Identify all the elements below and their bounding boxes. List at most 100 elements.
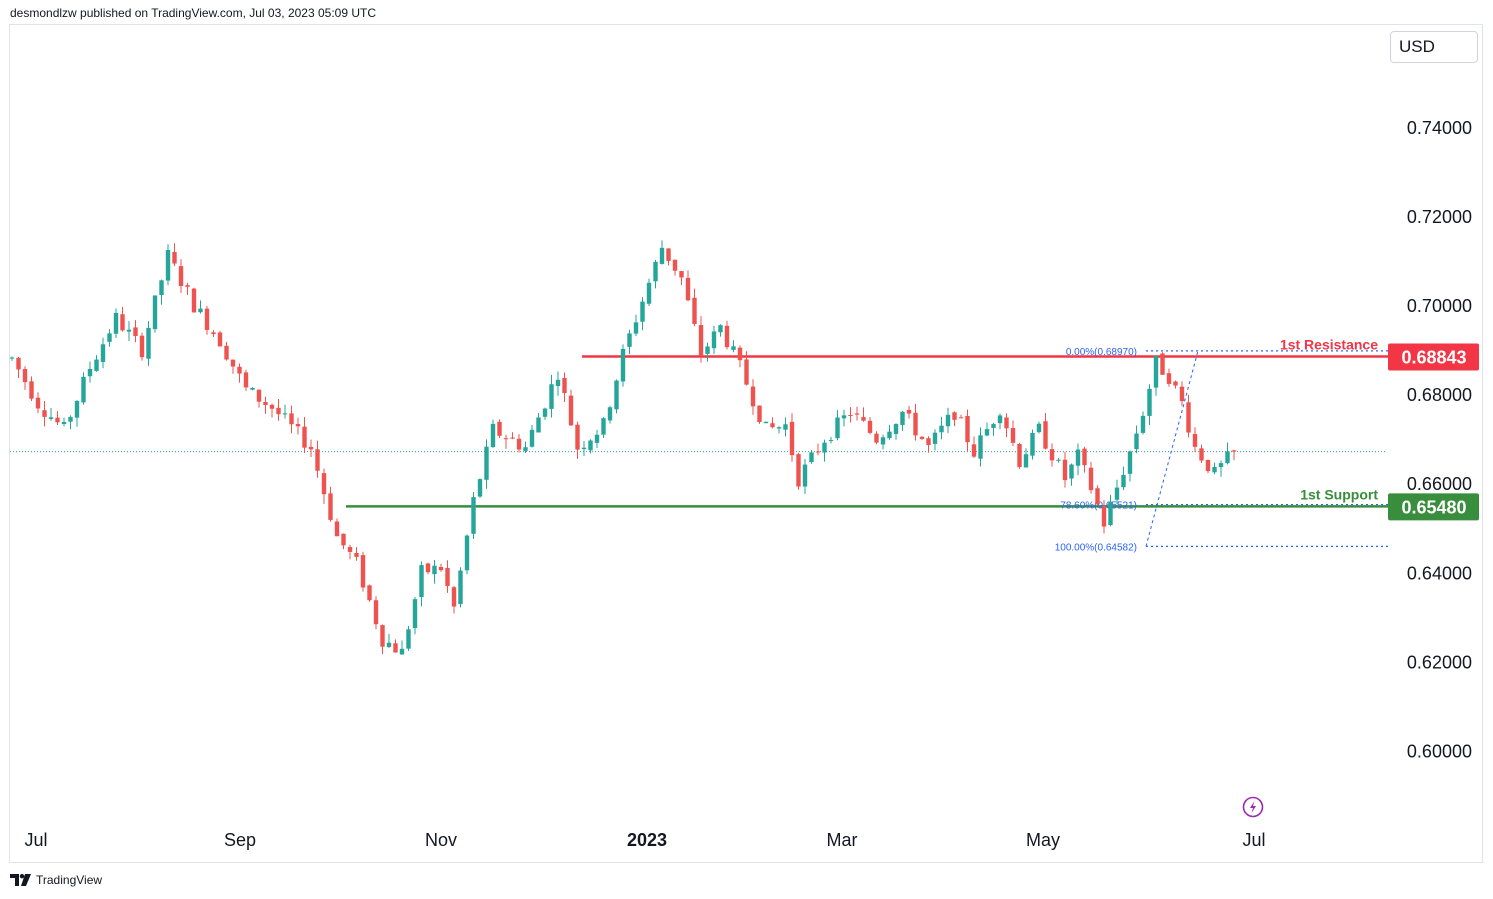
candle bbox=[230, 359, 236, 374]
candle bbox=[185, 282, 190, 295]
candle-body bbox=[315, 449, 320, 471]
candle-body bbox=[854, 413, 860, 415]
candle-body bbox=[107, 333, 112, 342]
candle bbox=[887, 424, 892, 440]
candle-body bbox=[263, 402, 268, 405]
candle-body bbox=[581, 447, 587, 450]
chart-frame bbox=[9, 24, 1483, 863]
candle-body bbox=[1160, 353, 1165, 375]
candle bbox=[35, 392, 41, 414]
candle-body bbox=[113, 312, 119, 334]
candle-body bbox=[484, 446, 489, 480]
candle-body bbox=[822, 442, 827, 453]
candle-body bbox=[1205, 459, 1211, 472]
candle-body bbox=[373, 600, 379, 625]
brand-footer[interactable]: TradingView bbox=[10, 873, 102, 887]
candle bbox=[74, 400, 80, 427]
candle bbox=[510, 432, 515, 440]
candle bbox=[139, 332, 145, 361]
candle bbox=[835, 410, 840, 441]
candle-body bbox=[68, 416, 73, 422]
candle bbox=[321, 468, 327, 504]
candle-body bbox=[81, 376, 86, 403]
candle bbox=[100, 337, 106, 369]
candle bbox=[373, 596, 379, 630]
candle-body bbox=[451, 587, 457, 607]
resistance-label: 1st Resistance bbox=[1280, 337, 1378, 353]
candle bbox=[48, 407, 54, 421]
candle-body bbox=[477, 479, 483, 497]
candle bbox=[1225, 442, 1230, 465]
candle-body bbox=[1186, 402, 1191, 433]
candle bbox=[178, 259, 184, 293]
candle-body bbox=[1043, 421, 1048, 449]
candle bbox=[133, 320, 138, 343]
candle-body bbox=[731, 346, 736, 350]
support-label: 1st Support bbox=[1300, 486, 1378, 502]
time-tick-label: Mar bbox=[827, 830, 858, 850]
candle bbox=[601, 417, 606, 439]
candle-body bbox=[185, 285, 190, 287]
candle bbox=[1101, 499, 1107, 534]
candle bbox=[295, 417, 301, 435]
candle-body bbox=[516, 438, 522, 450]
candle-body bbox=[1166, 373, 1172, 384]
level-labels: 1st Resistance 0.68843 1st Support 0.65480 bbox=[1280, 337, 1479, 521]
candle bbox=[22, 366, 28, 390]
candle-body bbox=[55, 417, 60, 423]
candle-body bbox=[783, 424, 788, 430]
candle-body bbox=[302, 426, 307, 448]
candle bbox=[529, 425, 535, 448]
candle bbox=[549, 374, 554, 418]
flash-icon[interactable] bbox=[1242, 796, 1264, 818]
candle bbox=[360, 551, 366, 592]
candle-body bbox=[289, 413, 294, 425]
candle bbox=[1121, 466, 1126, 491]
candle bbox=[503, 434, 509, 449]
candle-body bbox=[282, 413, 288, 415]
candle bbox=[679, 270, 684, 286]
candle bbox=[991, 422, 996, 436]
candle bbox=[191, 287, 197, 313]
candle bbox=[978, 427, 983, 467]
candle-body bbox=[809, 452, 814, 463]
candle bbox=[770, 417, 775, 429]
candle bbox=[217, 330, 223, 347]
candle bbox=[640, 297, 645, 331]
candle bbox=[900, 410, 905, 431]
candle-body bbox=[510, 437, 515, 439]
candle-body bbox=[679, 271, 684, 278]
tradingview-logo-icon bbox=[10, 874, 31, 886]
candle bbox=[659, 240, 665, 265]
candle bbox=[874, 431, 879, 445]
candle-body bbox=[1199, 448, 1204, 461]
currency-selector[interactable]: USD bbox=[1390, 31, 1478, 63]
candle-body bbox=[607, 407, 613, 421]
candle bbox=[263, 396, 268, 414]
candle-body bbox=[867, 420, 873, 433]
candle-body bbox=[919, 436, 925, 439]
candle-body bbox=[750, 386, 756, 407]
candle-body bbox=[588, 440, 593, 451]
candle-body bbox=[737, 347, 743, 361]
publisher-header: desmondlzw published on TradingView.com,… bbox=[10, 6, 376, 20]
candle bbox=[581, 441, 587, 457]
candle bbox=[120, 306, 125, 332]
candle bbox=[1173, 380, 1178, 389]
candle bbox=[919, 436, 925, 441]
candle bbox=[653, 259, 658, 289]
candle bbox=[971, 436, 977, 458]
candle-body bbox=[620, 348, 626, 382]
candle bbox=[367, 584, 372, 602]
candle bbox=[451, 585, 457, 614]
candle-body bbox=[1153, 355, 1159, 388]
candle-body bbox=[425, 563, 431, 573]
candle bbox=[282, 404, 288, 419]
candle-body bbox=[165, 250, 171, 281]
candle-body bbox=[601, 418, 606, 435]
candle bbox=[308, 439, 314, 457]
candle bbox=[334, 518, 340, 537]
candle-body bbox=[432, 565, 437, 575]
candle-body bbox=[536, 417, 541, 433]
